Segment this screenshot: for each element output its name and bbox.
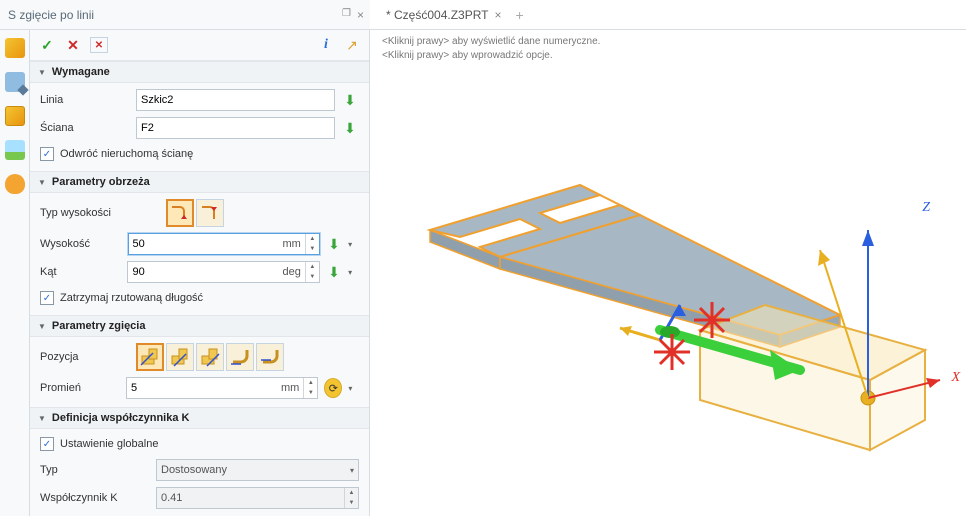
radius-link-icon[interactable]: ⟳ <box>324 378 342 398</box>
sidebar-icon-3[interactable] <box>5 106 25 126</box>
k-label: Współczynnik K <box>40 492 150 504</box>
angle-pick-icon[interactable]: ⬇ <box>326 261 342 283</box>
height-type-option-2[interactable] <box>196 199 224 227</box>
type-dropdown-icon: ▾ <box>346 466 358 475</box>
position-option-2[interactable] <box>166 343 194 371</box>
chevron-down-icon: ▼ <box>38 414 46 423</box>
height-type-option-1[interactable] <box>166 199 194 227</box>
angle-input[interactable] <box>128 262 278 282</box>
document-tabbar: * Część004.Z3PRT × + <box>370 0 966 30</box>
height-type-label: Typ wysokości <box>40 207 160 219</box>
section-title: Wymagane <box>52 66 110 78</box>
panel-title-text: S zgięcie po linii <box>8 8 342 22</box>
line-input[interactable] <box>136 89 335 111</box>
chevron-down-icon: ▼ <box>38 322 46 331</box>
keep-length-checkbox[interactable]: ✓ <box>40 291 54 305</box>
position-label: Pozycja <box>40 351 130 363</box>
height-input[interactable] <box>129 234 279 254</box>
info-button[interactable]: i <box>315 34 337 56</box>
part-body <box>430 185 925 450</box>
section-header-kfactor[interactable]: ▼ Definicja współczynnika K <box>30 407 369 429</box>
sidebar-icon-5[interactable] <box>5 174 25 194</box>
height-label: Wysokość <box>40 238 122 250</box>
radius-unit: mm <box>277 382 303 394</box>
sidebar-icon-1[interactable] <box>5 38 25 58</box>
section-header-required[interactable]: ▼ Wymagane <box>30 61 369 83</box>
face-label: Ściana <box>40 122 130 134</box>
3d-viewport[interactable]: <Kliknij prawy> aby wyświetlić dane nume… <box>370 30 966 516</box>
document-tab[interactable]: * Część004.Z3PRT × <box>378 4 510 26</box>
flip-label: Odwróć nieruchomą ścianę <box>60 148 193 160</box>
viewport-svg <box>370 30 966 516</box>
height-pick-icon[interactable]: ⬇ <box>326 233 342 255</box>
chevron-down-icon: ▼ <box>38 178 46 187</box>
line-pick-icon[interactable]: ⬇ <box>341 89 359 111</box>
position-option-3[interactable] <box>196 343 224 371</box>
properties-panel: ✓ ✕ ✕ i ↗ ▼ Wymagane Linia ⬇ Ściana ⬇ <box>30 30 370 516</box>
global-checkbox[interactable]: ✓ <box>40 437 54 451</box>
chevron-down-icon: ▼ <box>38 68 46 77</box>
section-title: Parametry zgięcia <box>52 320 146 332</box>
panel-titlebar: S zgięcie po linii ❐ × <box>0 0 370 30</box>
radius-spinner[interactable]: ▲▼ <box>303 378 317 398</box>
global-label: Ustawienie globalne <box>60 438 158 450</box>
panel-close-icon[interactable]: × <box>357 8 364 22</box>
height-spinner[interactable]: ▲▼ <box>305 234 319 254</box>
left-sidebar <box>0 30 30 516</box>
cancel-button[interactable]: ✕ <box>62 34 84 56</box>
k-spinner: ▲▼ <box>344 488 358 508</box>
section-header-edge[interactable]: ▼ Parametry obrzeża <box>30 171 369 193</box>
sidebar-icon-4[interactable] <box>5 140 25 160</box>
angle-label: Kąt <box>40 266 121 278</box>
section-title: Parametry obrzeża <box>52 176 150 188</box>
section-title: Definicja współczynnika K <box>52 412 190 424</box>
extra-button[interactable]: ↗ <box>341 34 363 56</box>
type-select <box>157 460 346 480</box>
tab-add-icon[interactable]: + <box>516 7 524 23</box>
angle-spinner[interactable]: ▲▼ <box>305 262 319 282</box>
angle-dropdown-icon[interactable]: ▾ <box>348 268 359 277</box>
k-input <box>157 488 344 508</box>
line-label: Linia <box>40 94 130 106</box>
flip-checkbox[interactable]: ✓ <box>40 147 54 161</box>
height-unit: mm <box>279 238 305 250</box>
radius-label: Promień <box>40 382 120 394</box>
keep-length-label: Zatrzymaj rzutowaną długość <box>60 292 203 304</box>
cancel-all-button[interactable]: ✕ <box>88 34 110 56</box>
position-option-5[interactable] <box>256 343 284 371</box>
tab-label: * Część004.Z3PRT <box>386 8 489 22</box>
panel-restore-icon[interactable]: ❐ <box>342 8 351 22</box>
ok-button[interactable]: ✓ <box>36 34 58 56</box>
type-label: Typ <box>40 464 150 476</box>
height-dropdown-icon[interactable]: ▾ <box>348 240 359 249</box>
tab-close-icon[interactable]: × <box>495 8 502 22</box>
sidebar-icon-2[interactable] <box>5 72 25 92</box>
position-option-1[interactable] <box>136 343 164 371</box>
radius-dropdown-icon[interactable]: ▾ <box>348 384 359 393</box>
position-option-4[interactable] <box>226 343 254 371</box>
face-input[interactable] <box>136 117 335 139</box>
face-pick-icon[interactable]: ⬇ <box>341 117 359 139</box>
section-header-bend[interactable]: ▼ Parametry zgięcia <box>30 315 369 337</box>
panel-action-row: ✓ ✕ ✕ i ↗ <box>30 30 369 61</box>
radius-input[interactable] <box>127 378 277 398</box>
angle-unit: deg <box>278 266 304 278</box>
